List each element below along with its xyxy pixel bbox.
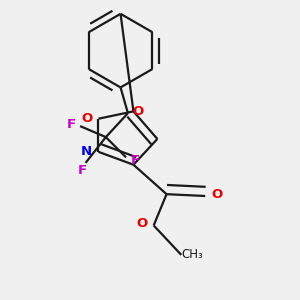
Text: O: O (133, 105, 144, 118)
Text: N: N (81, 145, 92, 158)
Text: O: O (81, 112, 92, 125)
Text: O: O (136, 217, 148, 230)
Text: F: F (131, 154, 140, 167)
Text: F: F (66, 118, 75, 131)
Text: CH₃: CH₃ (181, 248, 203, 261)
Text: O: O (212, 188, 223, 201)
Text: F: F (78, 164, 87, 178)
